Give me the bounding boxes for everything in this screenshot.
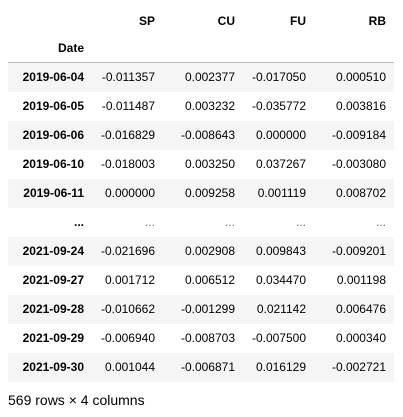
table-cell: 0.003232 bbox=[184, 99, 235, 113]
table-cell: -0.021696 bbox=[100, 244, 155, 258]
row-index: 2019-06-06 bbox=[22, 128, 84, 142]
row-index: 2019-06-10 bbox=[22, 157, 84, 171]
row-index: 2019-06-04 bbox=[22, 70, 84, 84]
table-cell: -0.008643 bbox=[180, 128, 235, 142]
table-row: 2019-06-06 -0.016829 -0.008643 0.000000 … bbox=[8, 121, 394, 150]
ellipsis-row: ... ... ... ... ... bbox=[8, 208, 394, 237]
row-index: 2021-09-29 bbox=[22, 331, 84, 345]
table-cell: 0.003250 bbox=[184, 157, 235, 171]
column-header: RB bbox=[368, 14, 386, 28]
table-cell: 0.001712 bbox=[104, 273, 155, 287]
index-name-blank bbox=[163, 35, 243, 63]
row-index-ellipsis: ... bbox=[73, 215, 84, 229]
column-header: SP bbox=[138, 14, 155, 28]
index-name-blank bbox=[92, 35, 163, 63]
row-index: 2021-09-30 bbox=[22, 360, 84, 374]
table-row: 2019-06-10 -0.018003 0.003250 0.037267 -… bbox=[8, 150, 394, 179]
table-row: 2019-06-04 -0.011357 0.002377 -0.017050 … bbox=[8, 62, 394, 92]
row-index: 2021-09-28 bbox=[22, 302, 84, 316]
row-index: 2019-06-05 bbox=[22, 99, 84, 113]
row-index: 2021-09-27 bbox=[22, 273, 84, 287]
table-cell: -0.007500 bbox=[251, 331, 306, 345]
index-name: Date bbox=[8, 35, 92, 63]
table-cell: -0.006940 bbox=[100, 331, 155, 345]
table-cell: 0.002908 bbox=[184, 244, 235, 258]
table-cell: -0.011357 bbox=[101, 70, 155, 84]
ellipsis-cell: ... bbox=[224, 215, 235, 229]
table-cell: 0.009843 bbox=[255, 244, 306, 258]
table-cell: -0.035772 bbox=[251, 99, 306, 113]
table-cell: 0.003816 bbox=[335, 99, 386, 113]
table-cell: 0.009258 bbox=[184, 186, 235, 200]
table-cell: 0.000340 bbox=[335, 331, 386, 345]
dataframe-shape-note: 569 rows × 4 columns bbox=[8, 392, 145, 408]
table-cell: -0.011487 bbox=[101, 99, 155, 113]
table-cell: -0.016829 bbox=[100, 128, 155, 142]
table-row: 2019-06-05 -0.011487 0.003232 -0.035772 … bbox=[8, 92, 394, 121]
table-cell: 0.000000 bbox=[104, 186, 155, 200]
table-cell: 0.002377 bbox=[184, 70, 235, 84]
table-cell: -0.009201 bbox=[331, 244, 386, 258]
index-name-row: Date bbox=[8, 35, 394, 63]
table-cell: 0.000000 bbox=[255, 128, 306, 142]
table-cell: -0.002721 bbox=[331, 360, 386, 374]
table-cell: 0.037267 bbox=[255, 157, 306, 171]
table-cell: -0.006871 bbox=[180, 360, 235, 374]
table-cell: -0.001299 bbox=[180, 302, 235, 316]
table-cell: 0.008702 bbox=[335, 186, 386, 200]
column-header-row: SP CU FU RB bbox=[8, 7, 394, 35]
table-cell: 0.016129 bbox=[255, 360, 306, 374]
table-cell: 0.001119 bbox=[257, 186, 306, 200]
row-index: 2021-09-24 bbox=[22, 244, 84, 258]
dataframe-table: SP CU FU RB Date 2019-06-04 -0.011357 0.… bbox=[8, 7, 394, 382]
column-header: FU bbox=[290, 14, 306, 28]
table-cell: 0.001044 bbox=[104, 360, 155, 374]
table-cell: 0.006476 bbox=[335, 302, 386, 316]
index-name-blank bbox=[243, 35, 314, 63]
table-cell: -0.003080 bbox=[331, 157, 386, 171]
table-body: 2019-06-04 -0.011357 0.002377 -0.017050 … bbox=[8, 62, 394, 382]
ellipsis-cell: ... bbox=[375, 215, 386, 229]
table-cell: -0.009184 bbox=[331, 128, 386, 142]
table-row: 2021-09-29 -0.006940 -0.008703 -0.007500… bbox=[8, 324, 394, 353]
table-row: 2021-09-28 -0.010662 -0.001299 0.021142 … bbox=[8, 295, 394, 324]
table-row: 2021-09-27 0.001712 0.006512 0.034470 0.… bbox=[8, 266, 394, 295]
column-header-blank bbox=[8, 7, 92, 35]
table-cell: -0.008703 bbox=[180, 331, 235, 345]
table-cell: 0.021142 bbox=[256, 302, 306, 316]
table-row: 2021-09-24 -0.021696 0.002908 0.009843 -… bbox=[8, 237, 394, 266]
table-row: 2021-09-30 0.001044 -0.006871 0.016129 -… bbox=[8, 353, 394, 382]
table-cell: 0.000510 bbox=[335, 70, 386, 84]
table-header: SP CU FU RB Date bbox=[8, 7, 394, 63]
column-header: CU bbox=[217, 14, 235, 28]
ellipsis-cell: ... bbox=[144, 215, 155, 229]
table-cell: 0.001198 bbox=[336, 273, 386, 287]
table-cell: 0.006512 bbox=[184, 273, 235, 287]
table-cell: 0.034470 bbox=[255, 273, 306, 287]
ellipsis-cell: ... bbox=[295, 215, 306, 229]
table-cell: -0.017050 bbox=[251, 70, 306, 84]
table-cell: -0.010662 bbox=[100, 302, 155, 316]
index-name-blank bbox=[314, 35, 394, 63]
table-row: 2019-06-11 0.000000 0.009258 0.001119 0.… bbox=[8, 179, 394, 208]
row-index: 2019-06-11 bbox=[23, 186, 84, 200]
table-cell: -0.018003 bbox=[100, 157, 155, 171]
